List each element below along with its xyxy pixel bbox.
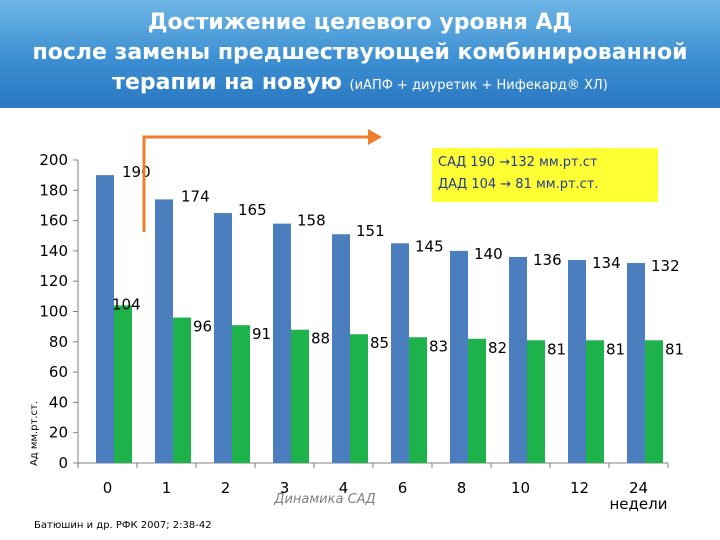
x-tick-label: 10 (511, 479, 530, 497)
y-tick-label: 40 (49, 393, 68, 411)
y-tick-label: 140 (39, 242, 68, 260)
title-line-3: терапии на новую (иАПФ + диуретик + Нифе… (0, 68, 720, 101)
data-label-sad: 145 (415, 237, 444, 255)
trend-arrow-line (142, 135, 368, 232)
y-tick-label: 20 (49, 424, 68, 442)
title-line-3-main: терапии на новую (112, 70, 342, 95)
data-label-sad: 136 (533, 251, 562, 269)
data-label-dad: 91 (252, 325, 271, 343)
source-citation: Батюшин и др. РФК 2007; 2:38-42 (34, 520, 212, 531)
title-line-3-sub: (иАПФ + диуретик + Нифекард® ХЛ) (349, 78, 608, 93)
x-tick-label: 24 (629, 479, 648, 497)
x-tick-label: 3 (280, 479, 290, 497)
y-tick-label: 100 (39, 303, 68, 321)
title-line-2: после замены предшествующей комбинирован… (32, 40, 688, 65)
bar-sad (96, 175, 114, 463)
x-tick-label: 2 (221, 479, 231, 497)
data-label-dad: 83 (429, 337, 448, 355)
bar-dad (645, 340, 663, 463)
data-label-sad: 165 (238, 201, 267, 219)
x-tick-label: 1 (162, 479, 172, 497)
data-label-sad: 158 (297, 212, 326, 230)
data-label-dad: 104 (112, 295, 141, 313)
y-tick-label: 0 (58, 454, 68, 472)
bar-dad (586, 340, 604, 463)
x-tick-label: 4 (339, 479, 349, 497)
bar-dad (350, 334, 368, 463)
bar-dad (173, 317, 191, 463)
bar-sad (509, 256, 527, 463)
data-label-sad: 132 (651, 257, 680, 275)
data-label-dad: 82 (488, 339, 507, 357)
data-label-dad: 81 (547, 340, 566, 358)
data-label-dad: 96 (193, 318, 212, 336)
data-label-sad: 134 (592, 254, 621, 272)
bar-sad (391, 243, 409, 463)
y-tick-label: 80 (49, 333, 68, 351)
x-unit-label: недели (610, 495, 668, 513)
data-label-sad: 174 (181, 187, 210, 205)
x-tick-label: 6 (398, 479, 408, 497)
data-label-dad: 88 (311, 330, 330, 348)
bar-dad (114, 305, 132, 463)
title-line-1: Достижение целевого уровня АД (147, 10, 573, 35)
data-label-sad: 190 (122, 163, 151, 181)
bar-sad (155, 199, 173, 463)
callout-dad-line: ДАД 104 → 81 мм.рт.ст. (438, 177, 599, 192)
x-axis-title: Динамика САД (273, 492, 375, 507)
y-tick-label: 120 (39, 272, 68, 290)
bar-dad (291, 329, 309, 463)
bar-sad (450, 250, 468, 463)
x-tick-label: 0 (103, 479, 113, 497)
x-tick-label: 12 (570, 479, 589, 497)
callout-sad-line: САД 190 →132 мм.рт.ст (438, 155, 598, 170)
bar-sad (568, 259, 586, 463)
summary-callout: САД 190 →132 мм.рт.ст ДАД 104 → 81 мм.рт… (432, 148, 658, 202)
y-tick-label: 160 (39, 212, 68, 230)
bar-sad (332, 234, 350, 463)
bar-dad (409, 337, 427, 463)
x-tick-label: 8 (457, 479, 467, 497)
data-label-dad: 85 (370, 334, 389, 352)
bar-dad (232, 325, 250, 463)
y-tick-label: 200 (39, 151, 68, 169)
data-label-sad: 140 (474, 245, 503, 263)
data-label-sad: 151 (356, 222, 385, 240)
bar-dad (468, 338, 486, 463)
bar-sad (627, 263, 645, 463)
bar-dad (527, 340, 545, 463)
y-tick-label: 60 (49, 363, 68, 381)
title-band: Достижение целевого уровня АД после заме… (0, 0, 720, 108)
data-label-dad: 81 (606, 340, 625, 358)
y-tick-label: 180 (39, 181, 68, 199)
trend-arrow-head (368, 129, 382, 145)
bar-sad (273, 223, 291, 463)
y-axis-title: Ад мм.рт.ст. (29, 401, 40, 466)
data-label-dad: 81 (665, 340, 684, 358)
bar-sad (214, 213, 232, 463)
